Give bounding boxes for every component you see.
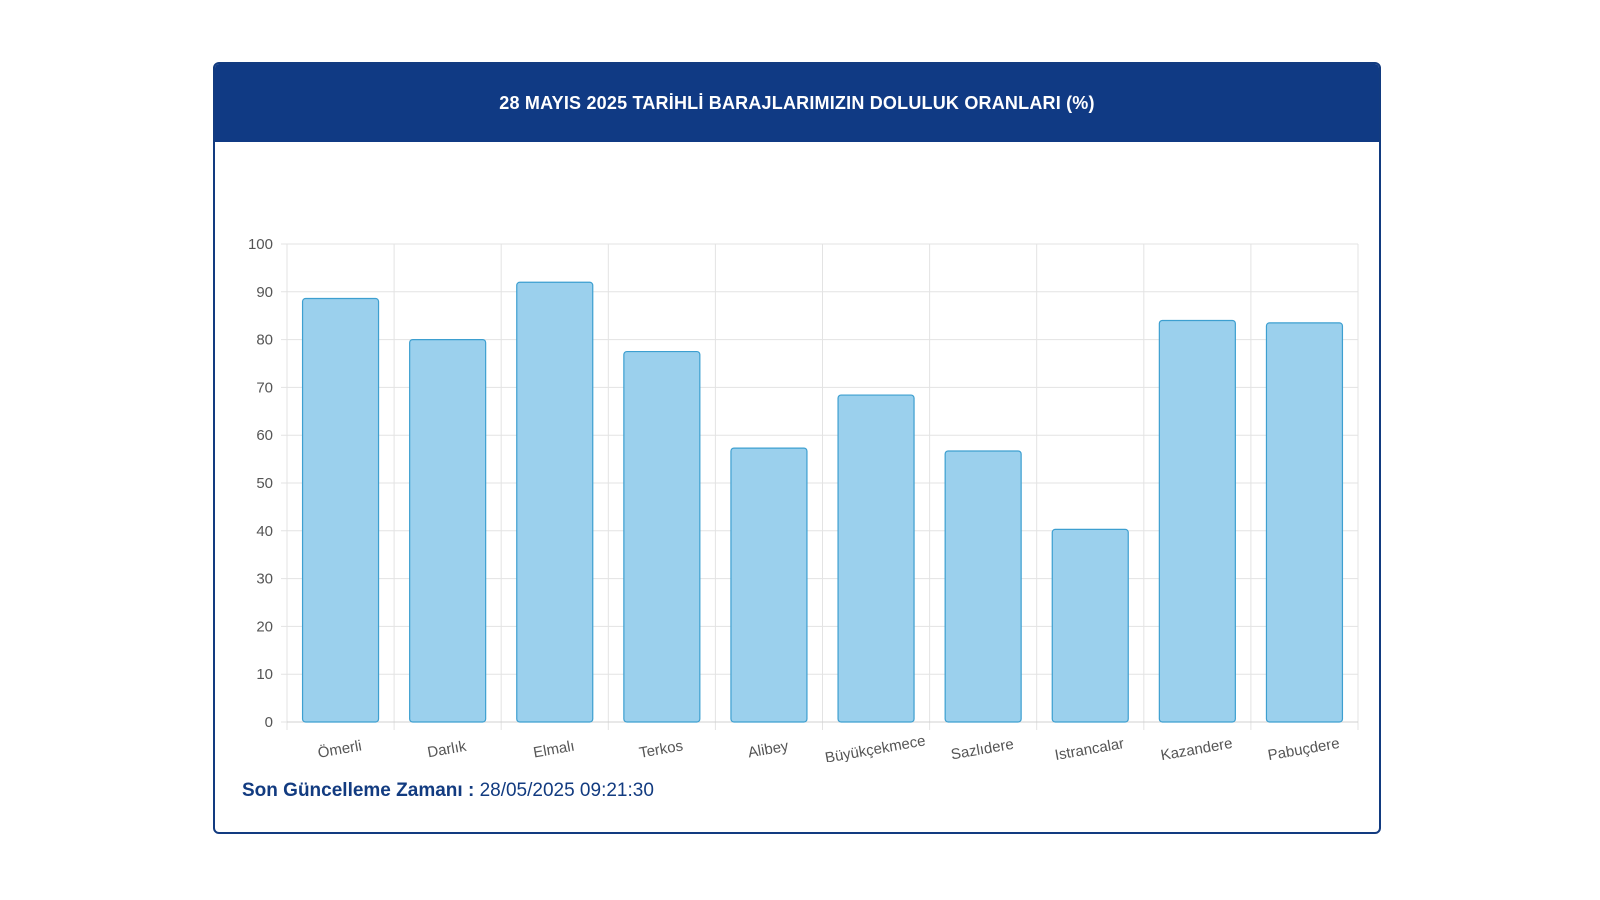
x-tick-label: Terkos [638, 737, 684, 761]
bar-chart: 0 10 20 30 40 50 60 70 80 90 100 Ömerli Darlık Elmalı… [248, 236, 1359, 762]
bar-ömerli [301, 297, 380, 723]
x-tick-label: Alibey [747, 738, 791, 762]
bar-sazlıdere [944, 450, 1022, 723]
y-tick-label: 80 [256, 332, 273, 349]
last-update: Son Güncelleme Zamanı : 28/05/2025 09:21… [242, 780, 654, 802]
bar-elmalı [516, 281, 594, 723]
x-tick-label: Büyükçekmece [824, 732, 927, 762]
bar-büyükçekmece [837, 394, 915, 723]
y-tick-label: 90 [256, 284, 273, 301]
bar-terkos [623, 350, 701, 723]
x-tick-label: Sazlıdere [950, 736, 1015, 762]
x-tick-label: Darlık [426, 738, 468, 762]
y-tick-label: 20 [256, 618, 273, 635]
bar-istrancalar [1051, 528, 1129, 723]
y-tick-label: 100 [248, 236, 273, 253]
y-tick-label: 0 [265, 714, 273, 731]
chart-title: 28 MAYIS 2025 TARİHLİ BARAJLARIMIZIN DOL… [215, 64, 1379, 142]
x-tick-label: Istrancalar [1054, 735, 1126, 762]
chart-card: 28 MAYIS 2025 TARİHLİ BARAJLARIMIZIN DOL… [213, 62, 1381, 834]
x-tick-label: Ömerli [316, 736, 363, 761]
y-tick-label: 50 [256, 475, 273, 492]
last-update-value: 28/05/2025 09:21:30 [479, 780, 654, 801]
last-update-label: Son Güncelleme Zamanı : [242, 780, 475, 801]
bar-darlık [409, 339, 487, 723]
bar-pabuçdere [1265, 322, 1344, 723]
y-tick-label: 40 [256, 523, 273, 540]
y-tick-label: 10 [256, 666, 273, 683]
x-tick-label: Elmalı [532, 738, 576, 762]
x-tick-label: Kazandere [1159, 735, 1233, 762]
bar-alibey [730, 447, 808, 723]
bar-kazandere [1158, 319, 1236, 723]
x-tick-label: Pabuçdere [1266, 735, 1340, 762]
y-tick-label: 70 [256, 379, 273, 396]
y-tick-label: 30 [256, 571, 273, 588]
y-tick-label: 60 [256, 427, 273, 444]
